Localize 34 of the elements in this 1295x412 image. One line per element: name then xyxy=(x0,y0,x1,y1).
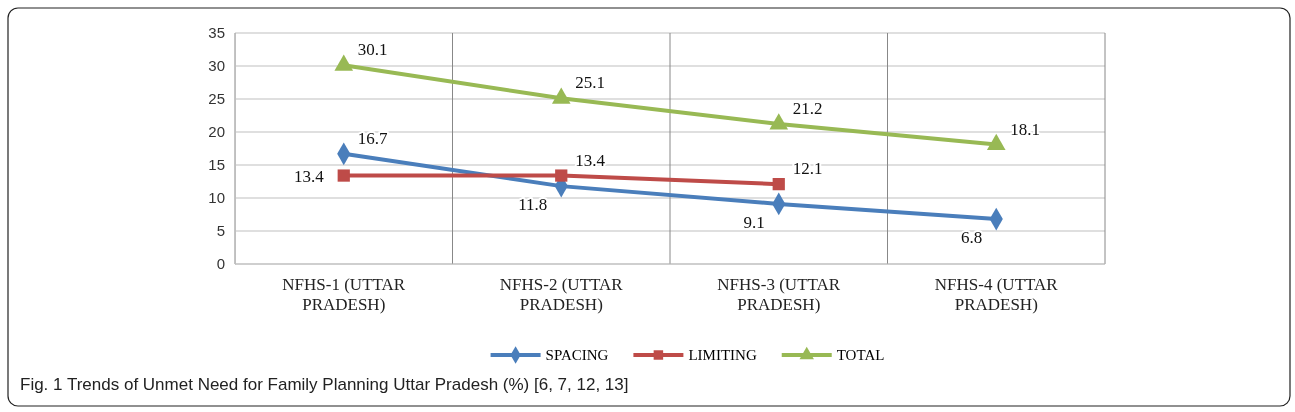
x-tick-label: NFHS-4 (UTTAR PRADESH) xyxy=(934,275,1059,314)
y-tick-label: 15 xyxy=(208,156,225,174)
data-label: 30.1 xyxy=(357,40,388,60)
y-tick-label: 10 xyxy=(208,189,225,207)
legend-label: LIMITING xyxy=(688,347,757,363)
y-tick-label: 35 xyxy=(208,24,225,42)
point xyxy=(334,54,354,71)
data-label: 25.1 xyxy=(575,73,605,93)
data-label: 11.8 xyxy=(518,195,548,215)
point xyxy=(772,178,785,191)
y-tick-label: 5 xyxy=(216,222,225,240)
data-label: 21.2 xyxy=(792,99,823,119)
data-label: 13.4 xyxy=(575,150,606,170)
y-tick-label: 30 xyxy=(208,57,225,75)
data-label: 6.8 xyxy=(961,228,983,248)
x-tick-label: NFHS-1 (UTTAR PRADESH) xyxy=(282,275,406,314)
x-tick-label: NFHS-2 (UTTAR PRADESH) xyxy=(499,275,624,314)
point xyxy=(551,87,571,104)
caption: Fig. 1 Trends of Unmet Need for Family Planning Uttar Pradesh (%) [6, 7, 12, 13] xyxy=(20,375,629,394)
data-label: 12.1 xyxy=(792,159,823,179)
x-tick-label: NFHS-3 (UTTAR PRADESH) xyxy=(717,275,841,314)
point xyxy=(769,113,789,130)
point xyxy=(986,133,1006,150)
y-tick-label: 0 xyxy=(216,255,225,273)
data-label: 18.1 xyxy=(1010,119,1040,139)
y-tick-label: 25 xyxy=(208,90,225,108)
data-label: 16.7 xyxy=(357,128,388,148)
legend-label: TOTAL xyxy=(836,347,885,363)
point xyxy=(555,169,568,182)
legend-label: SPACING xyxy=(545,347,609,363)
data-label: 9.1 xyxy=(743,212,765,232)
y-tick-label: 20 xyxy=(208,123,225,141)
point xyxy=(337,169,350,182)
data-label: 13.4 xyxy=(294,166,325,186)
